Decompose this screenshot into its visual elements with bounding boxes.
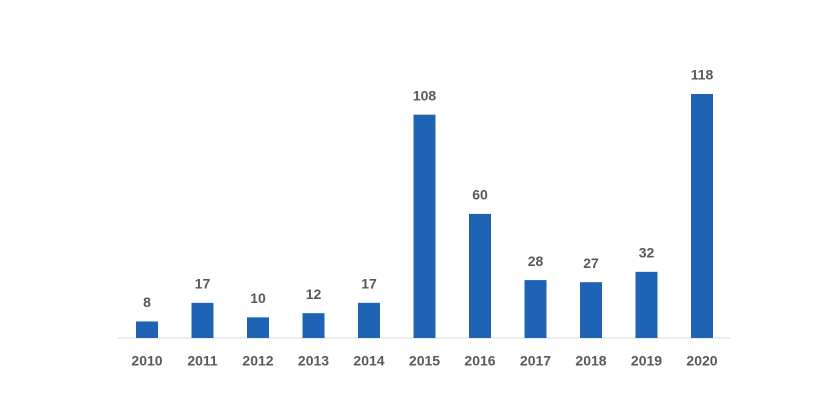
x-tick-label: 2019 — [631, 353, 662, 369]
bar — [524, 280, 547, 338]
data-label: 28 — [528, 253, 544, 269]
bar — [247, 317, 269, 338]
x-tick-label: 2015 — [409, 353, 440, 369]
data-label: 12 — [306, 286, 322, 302]
bar — [358, 302, 380, 338]
data-label: 17 — [195, 276, 211, 292]
x-tick-label: 2013 — [298, 353, 329, 369]
data-label: 17 — [361, 276, 377, 292]
x-tick-label: 2018 — [575, 353, 606, 369]
x-tick-label: 2010 — [131, 353, 162, 369]
bar — [469, 213, 491, 338]
bar — [302, 313, 325, 338]
bar — [136, 321, 158, 338]
x-tick-label: 2020 — [686, 353, 717, 369]
data-label: 8 — [143, 294, 151, 310]
x-tick-label: 2016 — [464, 353, 495, 369]
data-label: 27 — [583, 255, 599, 271]
data-label: 60 — [472, 187, 488, 203]
bar — [691, 94, 713, 338]
data-label: 118 — [691, 67, 714, 83]
x-tick-label: 2012 — [242, 353, 273, 369]
x-tick-label: 2017 — [520, 353, 551, 369]
bar — [413, 114, 436, 338]
bar — [635, 271, 658, 338]
x-tick-label: 2011 — [187, 353, 218, 369]
data-label: 10 — [250, 290, 266, 306]
bar — [191, 302, 214, 338]
data-label: 108 — [413, 87, 437, 103]
bar — [580, 282, 602, 338]
x-tick-label: 2014 — [353, 353, 384, 369]
data-label: 32 — [639, 245, 655, 261]
